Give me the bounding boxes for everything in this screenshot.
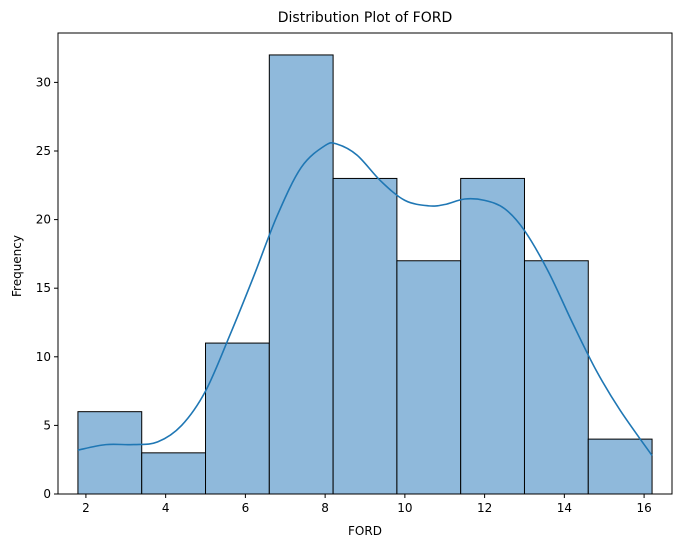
histogram-bar-1	[141, 452, 207, 495]
histogram-bar-5	[396, 260, 462, 495]
x-tick-label: 4	[162, 501, 170, 515]
x-tick-label: 2	[82, 501, 90, 515]
plot-frame	[57, 32, 673, 495]
x-axis-title: FORD	[348, 524, 382, 538]
y-tick-label: 5	[43, 418, 51, 432]
histogram-bar-7	[523, 260, 589, 495]
x-tick-label: 12	[477, 501, 492, 515]
histogram-bar-8	[587, 438, 653, 495]
x-tick-label: 14	[557, 501, 572, 515]
histogram-bar-6	[460, 177, 525, 495]
x-tick-label: 8	[321, 501, 329, 515]
x-tick-label: 16	[636, 501, 651, 515]
histogram-bar-2	[205, 342, 270, 495]
y-tick-label: 0	[43, 487, 51, 501]
bars-group	[77, 54, 653, 495]
y-tick-label: 10	[36, 350, 51, 364]
x-tick-label: 6	[242, 501, 250, 515]
y-tick-label: 15	[36, 281, 51, 295]
y-tick-label: 25	[36, 144, 51, 158]
y-axis-ticks: 0 5 10 15 20 25 30	[36, 75, 58, 501]
y-tick-label: 30	[36, 75, 51, 89]
histogram-bar-4	[332, 177, 398, 495]
x-axis-ticks: 2 4 6 8 10 12 14 16	[82, 494, 652, 515]
histogram-bar-3	[268, 54, 334, 495]
y-tick-label: 20	[36, 213, 51, 227]
kde-curve	[77, 141, 653, 457]
x-tick-label: 10	[397, 501, 412, 515]
histogram-bar-0	[77, 411, 143, 495]
y-axis-title: Frequency	[10, 235, 24, 297]
chart-title: Distribution Plot of FORD	[278, 10, 453, 26]
